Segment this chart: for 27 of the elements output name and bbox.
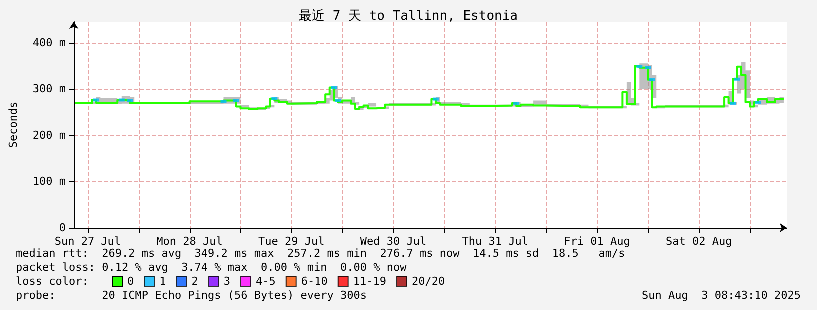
y-tick-label: 100 m <box>32 175 66 188</box>
x-tick-label: Fri 01 Aug <box>564 235 630 248</box>
text: Sun Aug 3 08:43:10 2025 <box>642 289 801 302</box>
x-tick-label: Sun 27 Jul <box>54 235 122 248</box>
y-tick-label: 300 m <box>32 82 66 96</box>
text: median rtt: 269.2 ms avg 349.2 ms max 257.2 ms min 276.7 ms now 14.5 ms sd 18.5 am/s <box>16 247 626 260</box>
x-tick-label: Tue 29 Jul <box>258 235 325 248</box>
legend-label: 1 <box>160 275 166 288</box>
chart-title: 最近 7 天 to Tallinn, Estonia <box>298 9 518 24</box>
text: probe: 20 ICMP Echo Pings (56 Bytes) every 300s <box>16 289 367 302</box>
x-tick-label: Wed 30 Jul <box>360 235 427 248</box>
legend-label: 0 <box>128 275 134 288</box>
x-tick-label: Mon 28 Jul <box>156 235 223 248</box>
legend-label: 2 <box>192 275 198 288</box>
legend-label: 11-19 <box>353 275 386 288</box>
x-tick-label: Thu 31 Jul <box>462 235 528 248</box>
y-tick-label: 400 m <box>32 36 66 50</box>
legend-title: loss color: <box>16 275 89 288</box>
y-tick-label: 200 m <box>32 128 66 142</box>
y-axis-title: Seconds <box>7 102 20 148</box>
legend-label: 6-10 <box>301 275 328 288</box>
legend-label: 4-5 <box>256 275 276 288</box>
legend-label: 3 <box>224 275 230 288</box>
legend-label: 20/20 <box>412 275 446 288</box>
y-tick-label: 0 <box>59 222 66 234</box>
text: packet loss: 0.12 % avg 3.74 % max 0.00 % min 0.00 % now <box>16 261 407 274</box>
x-tick-label: Sat 02 Aug <box>666 235 732 248</box>
